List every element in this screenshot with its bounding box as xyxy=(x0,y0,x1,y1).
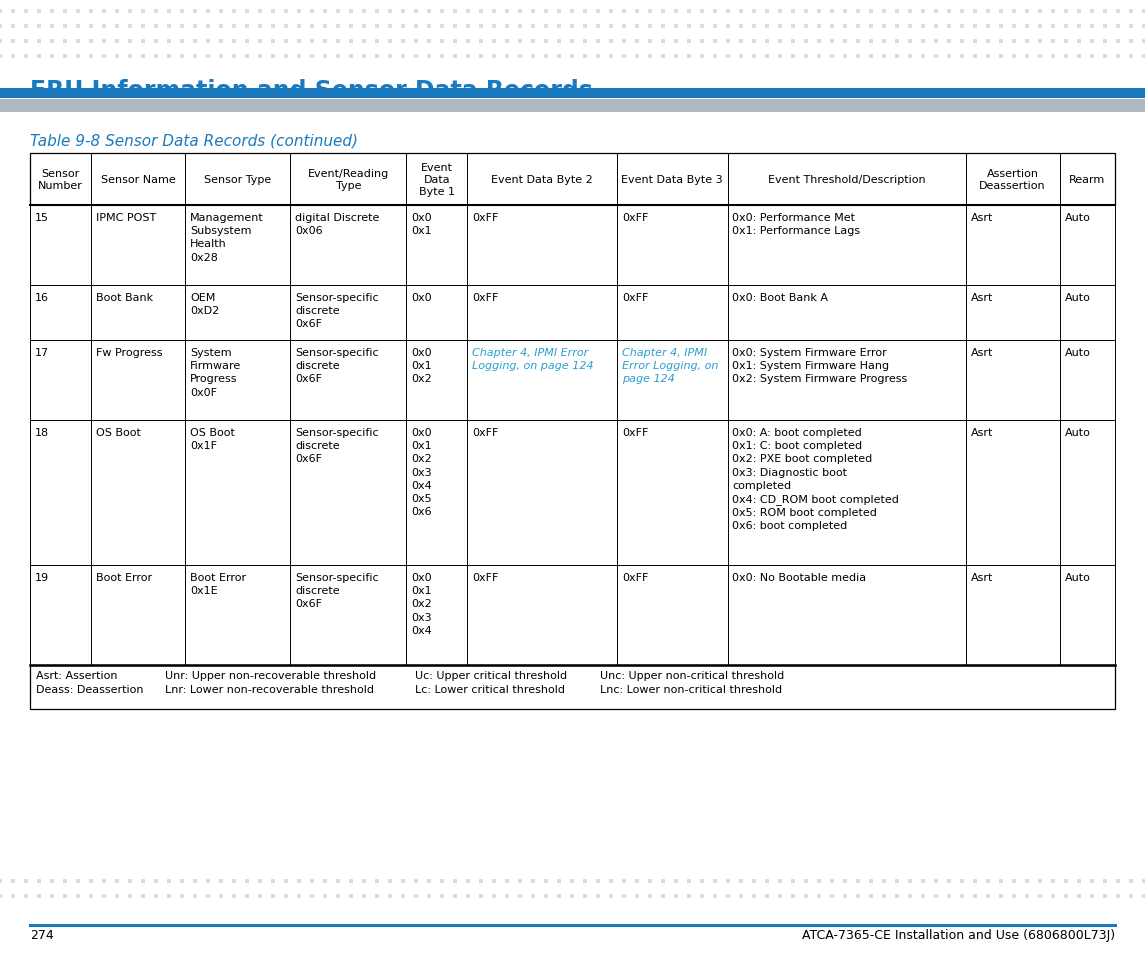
Text: 0x0: Performance Met
0x1: Performance Lags: 0x0: Performance Met 0x1: Performance La… xyxy=(733,213,861,236)
Text: Asrt: Asrt xyxy=(971,573,993,582)
Text: Event/Reading
Type: Event/Reading Type xyxy=(308,169,389,191)
Text: Auto: Auto xyxy=(1065,348,1090,357)
Text: OS Boot: OS Boot xyxy=(96,428,141,437)
Text: 0xFF: 0xFF xyxy=(473,293,499,303)
Text: 0xFF: 0xFF xyxy=(473,428,499,437)
Text: Event
Data
Byte 1: Event Data Byte 1 xyxy=(419,162,455,197)
Text: 274: 274 xyxy=(30,928,54,942)
Text: 17: 17 xyxy=(35,348,49,357)
Text: IPMC POST: IPMC POST xyxy=(96,213,156,223)
Text: Unr: Upper non-recoverable threshold
Lnr: Lower non-recoverable threshold: Unr: Upper non-recoverable threshold Lnr… xyxy=(165,670,376,695)
Text: Chapter 4, IPMI Error
Logging, on page 124: Chapter 4, IPMI Error Logging, on page 1… xyxy=(473,348,594,371)
Text: 0xFF: 0xFF xyxy=(622,573,648,582)
Text: Event Data Byte 2: Event Data Byte 2 xyxy=(491,174,593,185)
Text: 0x0
0x1
0x2
0x3
0x4: 0x0 0x1 0x2 0x3 0x4 xyxy=(411,573,432,635)
Text: Management
Subsystem
Health
0x28: Management Subsystem Health 0x28 xyxy=(190,213,263,262)
Bar xyxy=(30,420,1115,565)
Bar xyxy=(0,100,1145,112)
Text: Asrt: Assertion
Deass: Deassertion: Asrt: Assertion Deass: Deassertion xyxy=(35,670,143,695)
Text: FRU Information and Sensor Data Records: FRU Information and Sensor Data Records xyxy=(30,79,593,103)
Text: 0x0
0x1
0x2
0x3
0x4
0x5
0x6: 0x0 0x1 0x2 0x3 0x4 0x5 0x6 xyxy=(411,428,432,517)
Text: digital Discrete
0x06: digital Discrete 0x06 xyxy=(295,213,379,236)
Text: OEM
0xD2: OEM 0xD2 xyxy=(190,293,219,315)
Bar xyxy=(30,340,1115,420)
Text: Boot Error
0x1E: Boot Error 0x1E xyxy=(190,573,246,596)
Text: Sensor-specific
discrete
0x6F: Sensor-specific discrete 0x6F xyxy=(295,428,379,464)
Bar xyxy=(30,153,1115,206)
Text: 0x0: System Firmware Error
0x1: System Firmware Hang
0x2: System Firmware Progre: 0x0: System Firmware Error 0x1: System F… xyxy=(733,348,908,384)
Text: 0xFF: 0xFF xyxy=(473,213,499,223)
Text: Auto: Auto xyxy=(1065,428,1090,437)
Text: Fw Progress: Fw Progress xyxy=(96,348,163,357)
Text: 16: 16 xyxy=(35,293,49,303)
Bar xyxy=(30,286,1115,340)
Text: ATCA-7365-CE Installation and Use (6806800L73J): ATCA-7365-CE Installation and Use (68068… xyxy=(802,928,1115,942)
Text: Uc: Upper critical threshold
Lc: Lower critical threshold: Uc: Upper critical threshold Lc: Lower c… xyxy=(414,670,567,695)
Text: Assertion
Deassertion: Assertion Deassertion xyxy=(979,169,1045,191)
Text: Sensor Type: Sensor Type xyxy=(204,174,271,185)
Text: Asrt: Asrt xyxy=(971,293,993,303)
Text: 0xFF: 0xFF xyxy=(473,573,499,582)
Text: Sensor-specific
discrete
0x6F: Sensor-specific discrete 0x6F xyxy=(295,573,379,609)
Text: Table 9-8 Sensor Data Records (continued): Table 9-8 Sensor Data Records (continued… xyxy=(30,133,358,149)
Text: 0x0: A: boot completed
0x1: C: boot completed
0x2: PXE boot completed
0x3: Diagn: 0x0: A: boot completed 0x1: C: boot comp… xyxy=(733,428,899,531)
Text: Event Threshold/Description: Event Threshold/Description xyxy=(767,174,925,185)
Text: Unc: Upper non-critical threshold
Lnc: Lower non-critical threshold: Unc: Upper non-critical threshold Lnc: L… xyxy=(600,670,784,695)
Bar xyxy=(30,206,1115,286)
Text: 15: 15 xyxy=(35,213,49,223)
Text: Asrt: Asrt xyxy=(971,213,993,223)
Text: Auto: Auto xyxy=(1065,573,1090,582)
Text: Sensor
Number: Sensor Number xyxy=(38,169,82,191)
Text: Asrt: Asrt xyxy=(971,428,993,437)
Text: OS Boot
0x1F: OS Boot 0x1F xyxy=(190,428,235,451)
Text: 18: 18 xyxy=(35,428,49,437)
Text: 19: 19 xyxy=(35,573,49,582)
Text: 0xFF: 0xFF xyxy=(622,293,648,303)
Text: Rearm: Rearm xyxy=(1069,174,1105,185)
Text: Sensor-specific
discrete
0x6F: Sensor-specific discrete 0x6F xyxy=(295,293,379,329)
Bar xyxy=(30,665,1115,709)
Text: 0x0
0x1: 0x0 0x1 xyxy=(411,213,432,236)
Text: Auto: Auto xyxy=(1065,213,1090,223)
Bar xyxy=(30,565,1115,665)
Text: Asrt: Asrt xyxy=(971,348,993,357)
Text: 0x0: No Bootable media: 0x0: No Bootable media xyxy=(733,573,867,582)
Text: Sensor Name: Sensor Name xyxy=(101,174,175,185)
Text: 0x0: Boot Bank A: 0x0: Boot Bank A xyxy=(733,293,829,303)
Text: Sensor-specific
discrete
0x6F: Sensor-specific discrete 0x6F xyxy=(295,348,379,384)
Text: 0x0
0x1
0x2: 0x0 0x1 0x2 xyxy=(411,348,432,384)
Text: Chapter 4, IPMI
Error Logging, on
page 124: Chapter 4, IPMI Error Logging, on page 1… xyxy=(622,348,718,384)
Text: Event Data Byte 3: Event Data Byte 3 xyxy=(622,174,722,185)
Text: 0x0: 0x0 xyxy=(411,293,432,303)
Text: Boot Error: Boot Error xyxy=(96,573,152,582)
Text: 0xFF: 0xFF xyxy=(622,213,648,223)
Bar xyxy=(0,89,1145,99)
Text: 0xFF: 0xFF xyxy=(622,428,648,437)
Text: Boot Bank: Boot Bank xyxy=(96,293,153,303)
Text: System
Firmware
Progress
0x0F: System Firmware Progress 0x0F xyxy=(190,348,242,397)
Text: Auto: Auto xyxy=(1065,293,1090,303)
